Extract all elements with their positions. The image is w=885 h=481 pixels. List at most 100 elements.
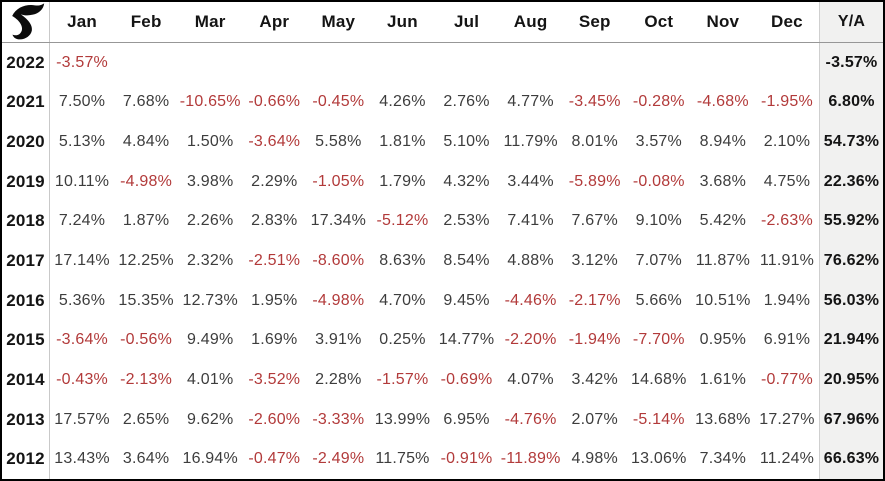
return-cell: 9.49%	[187, 331, 234, 349]
year-total-cell: 20.95%	[819, 360, 883, 400]
return-cell: 4.98%	[571, 450, 618, 468]
return-cell: 5.13%	[58, 133, 106, 151]
year-total-cell: 67.96%	[819, 399, 883, 440]
return-cell	[370, 43, 434, 83]
return-cell: 11.79%	[503, 133, 558, 151]
year-total-cell: 76.62%	[819, 241, 883, 281]
return-cell	[755, 43, 819, 83]
month-header-jan: Jan	[67, 12, 97, 31]
return-cell: 2.07%	[571, 410, 618, 428]
return-cell: 12.73%	[182, 291, 238, 309]
return-cell: 8.01%	[571, 133, 618, 151]
table-row-2018: 2018 7.24% 1.87% 2.26% 2.83% 17.34% -5.12% 2.53…	[2, 201, 883, 242]
return-cell: 4.70%	[379, 291, 426, 309]
return-cell: 3.91%	[315, 331, 362, 349]
return-cell	[435, 43, 499, 83]
return-cell	[306, 43, 370, 83]
return-cell: 17.34%	[310, 212, 367, 230]
return-cell: 13.99%	[374, 410, 431, 428]
return-cell: 3.44%	[507, 172, 554, 190]
return-cell: 5.66%	[635, 291, 682, 309]
return-cell: 1.61%	[699, 370, 747, 388]
table-row-2014: 2014 -0.43% -2.13% 4.01% -3.52% 2.28% -1.57% -0…	[2, 360, 883, 400]
year-label: 2022	[2, 43, 50, 83]
return-cell: -4.98%	[120, 172, 173, 190]
return-cell: 11.75%	[375, 450, 430, 468]
return-cell: 4.88%	[507, 252, 554, 270]
return-cell: 2.26%	[187, 212, 234, 230]
return-cell: 7.24%	[58, 212, 106, 230]
return-cell: 7.34%	[699, 450, 747, 468]
month-header-sep: Sep	[578, 12, 611, 31]
return-cell: 10.11%	[54, 172, 110, 190]
year-total-cell: 56.03%	[819, 280, 883, 321]
year-label: 2016	[2, 280, 50, 321]
return-cell: 1.87%	[122, 212, 170, 230]
return-cell: -2.17%	[568, 291, 621, 309]
year-label: 2020	[2, 122, 50, 162]
return-cell: 5.42%	[699, 212, 747, 230]
month-header-oct: Oct	[644, 12, 674, 31]
brand-r-swoosh-logo-icon	[12, 3, 45, 40]
return-cell: 1.50%	[187, 133, 234, 151]
return-cell	[178, 43, 242, 83]
month-header-jun: Jun	[387, 12, 418, 31]
table-row-2022: 2022 -3.57% -3.57%	[2, 43, 883, 83]
return-cell: 7.41%	[507, 212, 554, 230]
return-cell: 4.07%	[507, 370, 554, 388]
table-body: 2022 -3.57% -3.57% 2021 7.50% 7.68% -10.65% -0.…	[2, 43, 883, 479]
return-cell: 9.62%	[187, 410, 234, 428]
return-cell: 5.10%	[443, 133, 490, 151]
year-total-cell: 22.36%	[819, 161, 883, 202]
return-cell: 7.07%	[635, 252, 682, 270]
return-cell: -4.46%	[504, 291, 557, 309]
return-cell: -4.76%	[504, 410, 557, 428]
return-cell: 0.95%	[699, 331, 747, 349]
return-cell: 15.35%	[118, 291, 174, 309]
return-cell: -0.69%	[440, 370, 493, 388]
year-total-cell: 55.92%	[819, 201, 883, 242]
return-cell: -2.20%	[504, 331, 557, 349]
table-row-2013: 2013 17.57% 2.65% 9.62% -2.60% -3.33% 13.99% 6.…	[2, 399, 883, 440]
return-cell: 11.87%	[695, 252, 750, 270]
return-cell	[563, 43, 627, 83]
month-header-aug: Aug	[513, 12, 548, 31]
return-cell: 6.95%	[443, 410, 490, 428]
month-header-may: May	[321, 12, 356, 31]
return-cell: 13.43%	[54, 450, 110, 468]
return-cell: -2.49%	[312, 450, 365, 468]
return-cell: 6.91%	[763, 331, 811, 349]
return-cell: -5.14%	[632, 410, 685, 428]
year-label: 2014	[2, 360, 50, 400]
return-cell: 2.28%	[315, 370, 362, 388]
return-cell: -3.64%	[56, 331, 108, 349]
return-cell: -0.43%	[56, 370, 108, 388]
return-cell: 3.57%	[635, 133, 682, 151]
return-cell: -0.47%	[248, 450, 301, 468]
return-cell: 13.68%	[695, 410, 751, 428]
return-cell: 14.68%	[631, 370, 687, 388]
total-column-header: Y/A	[819, 2, 883, 42]
return-cell: 1.81%	[379, 133, 426, 151]
return-cell: 2.10%	[763, 133, 811, 151]
return-cell: 4.84%	[122, 133, 170, 151]
return-cell: 3.98%	[187, 172, 234, 190]
return-cell: -3.52%	[248, 370, 301, 388]
return-cell: 7.67%	[571, 212, 618, 230]
return-cell: -0.28%	[632, 93, 685, 111]
return-cell: -8.60%	[312, 252, 365, 270]
return-cell: -0.08%	[632, 172, 685, 190]
table-row-2021: 2021 7.50% 7.68% -10.65% -0.66% -0.45% 4.26% 2.…	[2, 82, 883, 123]
return-cell: 13.06%	[631, 450, 687, 468]
return-cell: 7.68%	[122, 93, 170, 111]
table-row-2016: 2016 5.36% 15.35% 12.73% 1.95% -4.98% 4.70% 9.4…	[2, 280, 883, 321]
return-cell: 17.27%	[759, 410, 815, 428]
return-cell: -10.65%	[179, 93, 241, 111]
return-cell: -1.05%	[312, 172, 365, 190]
return-cell: -11.89%	[500, 450, 561, 468]
month-header-dec: Dec	[771, 12, 803, 31]
return-cell: -5.12%	[376, 212, 429, 230]
return-cell: 1.95%	[251, 291, 298, 309]
table-row-2019: 2019 10.11% -4.98% 3.98% 2.29% -1.05% 1.79% 4.3…	[2, 161, 883, 202]
return-cell: 1.79%	[379, 172, 426, 190]
